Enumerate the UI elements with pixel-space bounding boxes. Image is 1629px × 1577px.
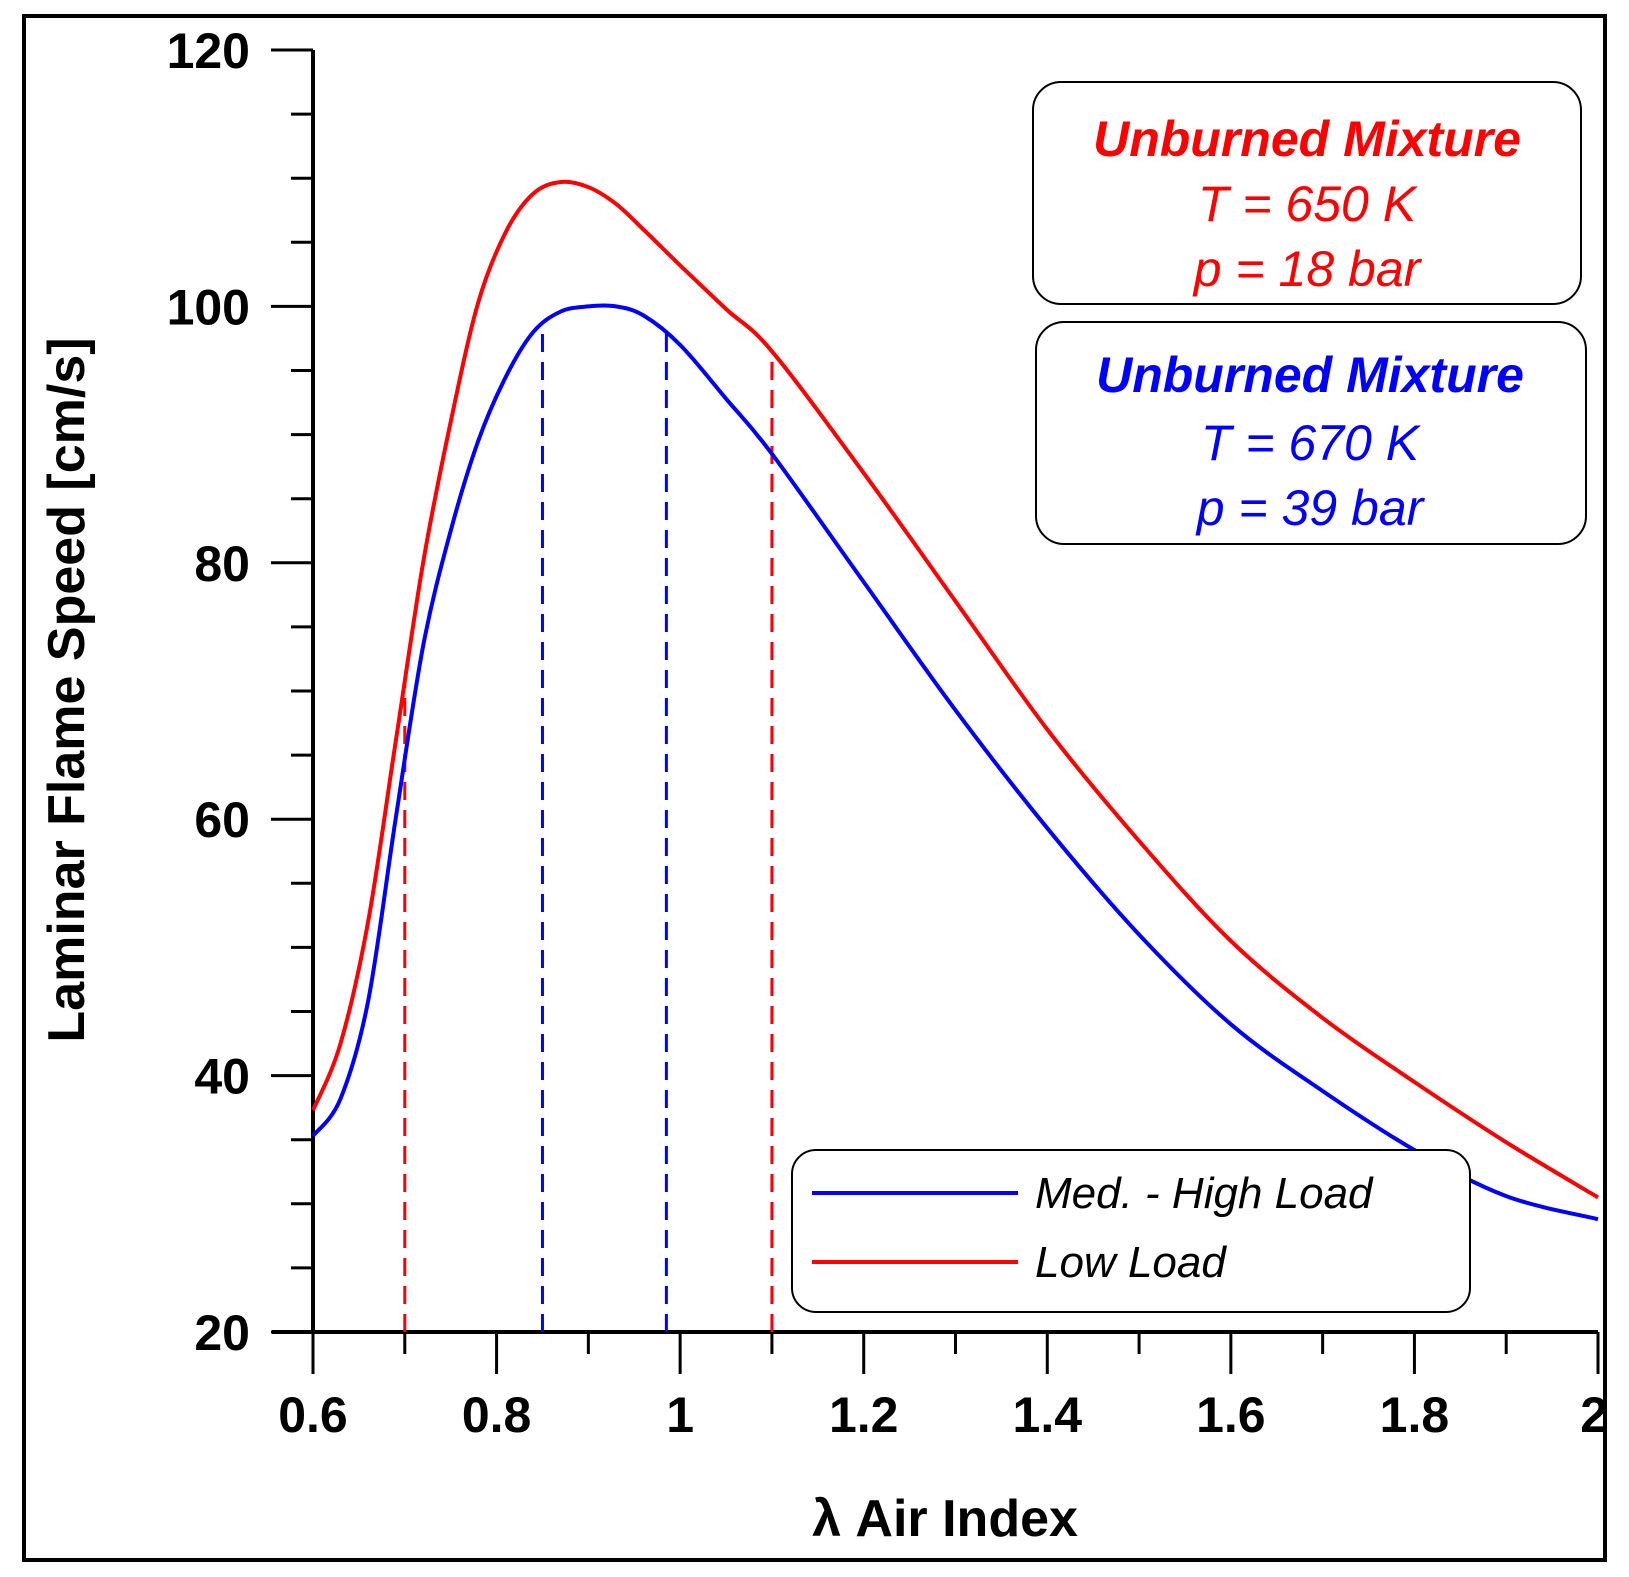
x-tick-label: 1: [666, 1387, 694, 1443]
figure-frame: [22, 14, 1607, 1562]
x-tick-label: 0.8: [462, 1387, 532, 1443]
annotation-temperature: T = 650 K: [1198, 176, 1419, 232]
annotation-title: Unburned Mixture: [1096, 347, 1524, 403]
legend-label-med-high-load: Med. - High Load: [1035, 1169, 1374, 1218]
series-line-med-high-load: [311, 303, 1599, 1222]
legend: Med. - High Load Low Load: [791, 1149, 1471, 1313]
series-line-low-load: [311, 179, 1600, 1200]
x-tick-label: 1.6: [1196, 1387, 1266, 1443]
y-tick-label: 100: [167, 279, 250, 335]
annotation-pressure: p = 39 bar: [1195, 480, 1426, 536]
x-tick-label: 1.2: [829, 1387, 899, 1443]
series-lines: [311, 179, 1600, 1222]
annotation-high-load: Unburned Mixture T = 670 K p = 39 bar: [1035, 321, 1587, 545]
annotation-box-low-load: [1032, 81, 1582, 305]
x-tick-label: 0.6: [278, 1387, 348, 1443]
y-tick-label: 60: [194, 792, 250, 848]
y-tick-label: 80: [194, 536, 250, 592]
legend-label-low-load: Low Load: [1035, 1238, 1227, 1287]
x-tick-label: 2: [1580, 1387, 1608, 1443]
y-axis-title: Laminar Flame Speed [cm/s]: [38, 337, 96, 1042]
y-tick-label: 40: [194, 1049, 250, 1105]
annotation-box-high-load: [1035, 321, 1587, 545]
annotation-pressure: p = 18 bar: [1192, 241, 1423, 297]
x-tick-label: 1.4: [1013, 1387, 1083, 1443]
y-tick-label: 120: [167, 23, 250, 79]
legend-box: [791, 1149, 1471, 1313]
reference-lines: [403, 325, 774, 1332]
x-tick-label: 1.8: [1380, 1387, 1450, 1443]
annotation-low-load: Unburned Mixture T = 650 K p = 18 bar: [1032, 81, 1582, 305]
axis-ticks: 20 40 60 80 100 120 0.6 0.8 1 1.2 1.4 1.6 1.8 2: [167, 23, 1608, 1443]
y-tick-label: 20: [194, 1305, 250, 1361]
annotation-temperature: T = 670 K: [1201, 415, 1422, 471]
annotation-title: Unburned Mixture: [1093, 111, 1521, 167]
x-axis-title: λ Air Index: [812, 1490, 1078, 1548]
